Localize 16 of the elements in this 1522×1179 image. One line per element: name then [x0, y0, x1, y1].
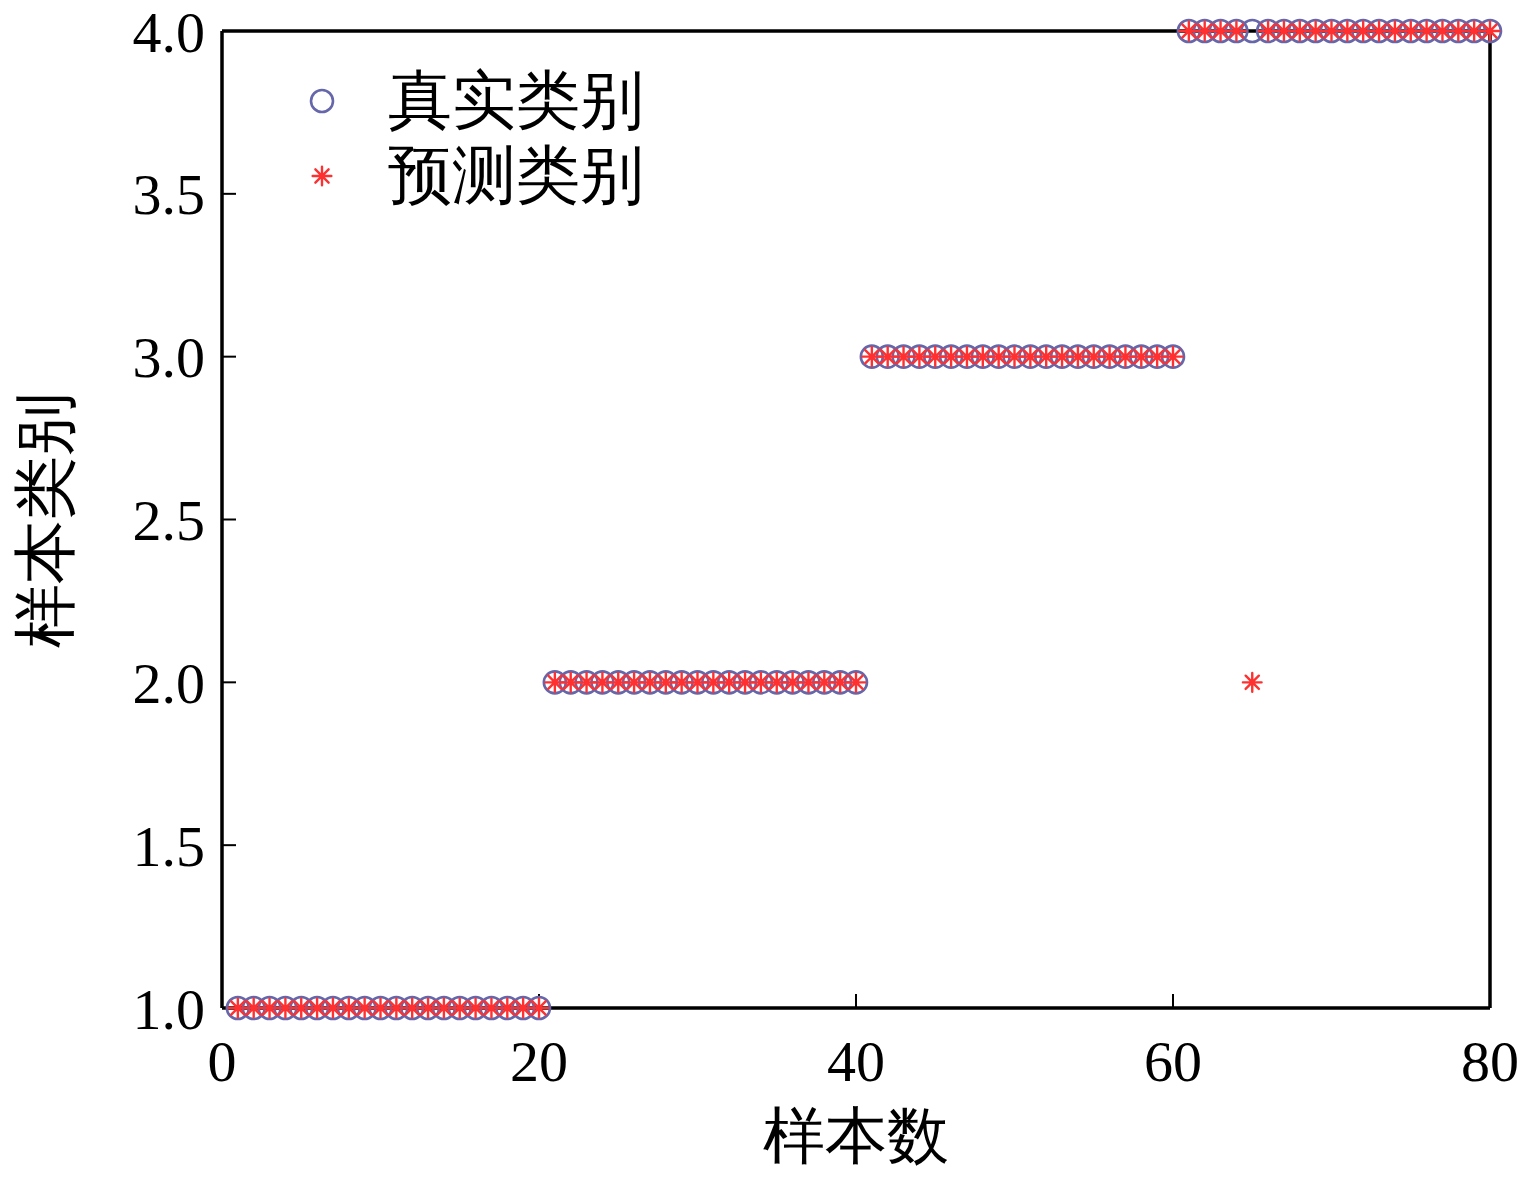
x-tick-label: 20 [510, 1029, 568, 1095]
y-axis-title: 样本类别 [9, 391, 81, 648]
y-tick-label: 1.0 [132, 976, 205, 1042]
y-tick-label: 3.5 [132, 162, 205, 228]
y-tick-label: 3.0 [132, 325, 205, 391]
x-tick-label: 40 [827, 1029, 885, 1095]
y-tick-label: 1.5 [132, 813, 205, 879]
y-tick-label: 4.0 [132, 0, 205, 65]
x-axis-title: 样本数 [763, 1102, 949, 1170]
legend-label: 真实类别 [388, 64, 644, 138]
x-tick-label: 80 [1461, 1029, 1519, 1095]
x-tick-label: 0 [207, 1029, 237, 1095]
x-tick-label: 60 [1144, 1029, 1202, 1095]
y-tick-label: 2.0 [132, 650, 205, 716]
legend-label: 预测类别 [388, 139, 644, 213]
y-tick-label: 2.5 [132, 488, 205, 554]
